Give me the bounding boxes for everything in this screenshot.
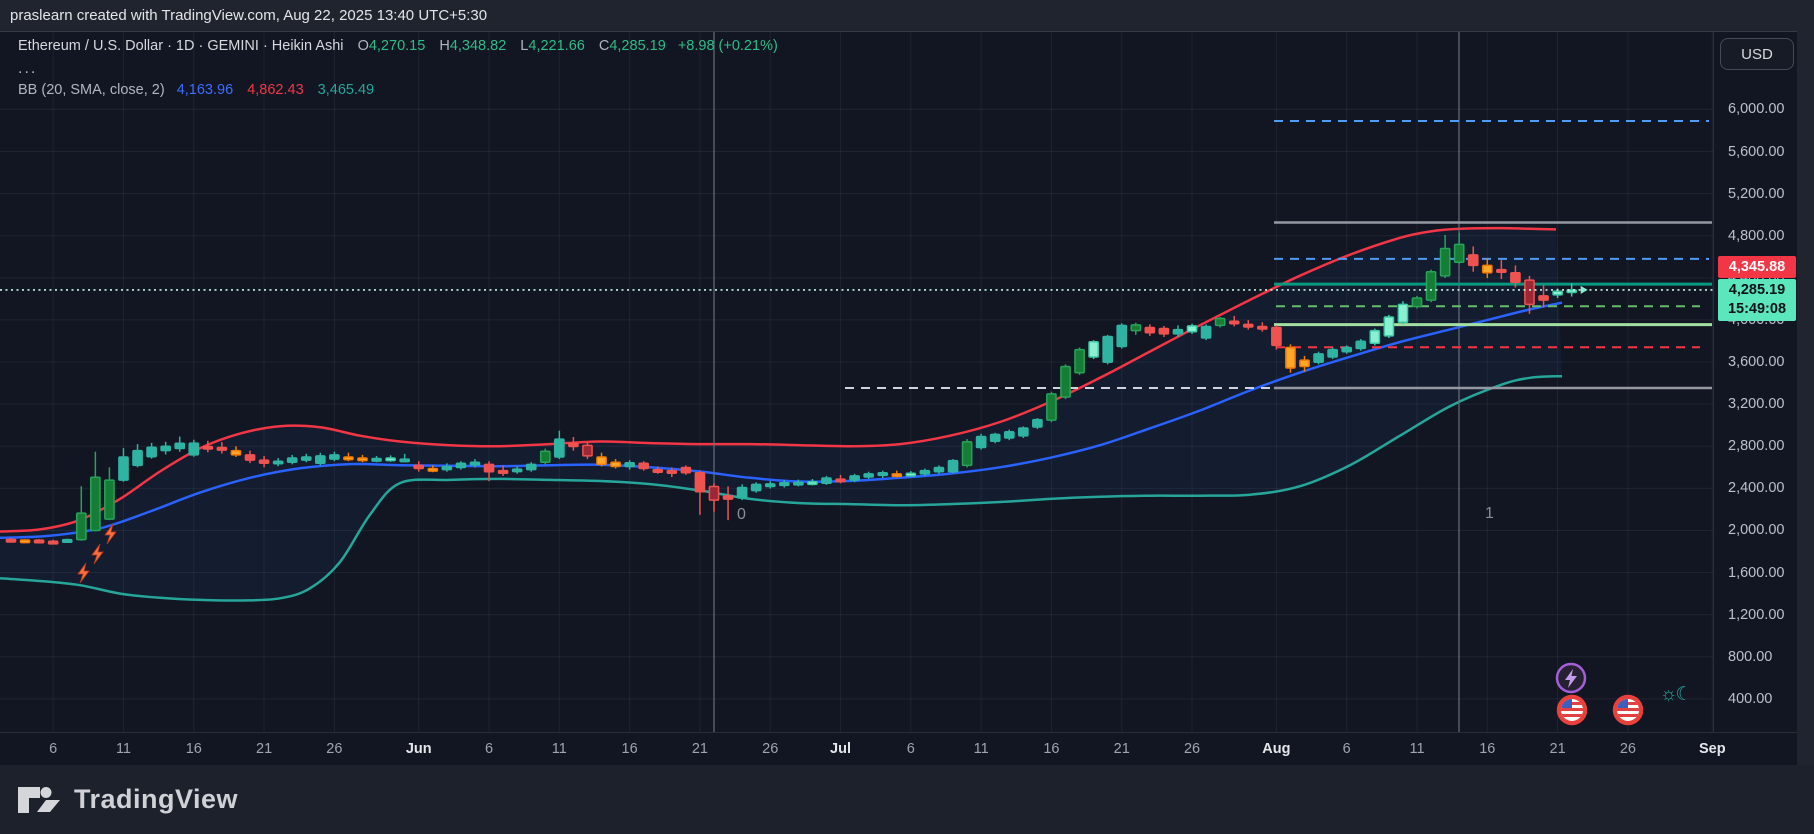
time-tick-label: 21 <box>1549 741 1566 757</box>
credit-text: praslearn created with TradingView.com, … <box>10 7 488 24</box>
price-tick-label: 2,800.00 <box>1728 438 1785 455</box>
low-value: 4,221.66 <box>528 38 585 54</box>
price-tick-label: 3,600.00 <box>1728 354 1785 371</box>
time-tick-label: 11 <box>973 741 989 757</box>
close-label: C <box>598 38 610 54</box>
open-value: 4,270.15 <box>368 38 426 54</box>
high-price-axis-label: 4,345.88 <box>1718 255 1796 278</box>
high-label: H <box>439 38 450 54</box>
bb-legend-row[interactable]: BB (20, SMA, close, 2) 4,163.96 4,862.43… <box>18 82 778 98</box>
close-value: 4,285.19 <box>609 38 666 54</box>
tradingview-wordmark[interactable]: TradingView <box>74 784 239 814</box>
price-tick-label: 400.00 <box>1728 690 1773 707</box>
footer-bar: TradingView <box>0 765 1814 834</box>
price-tick-label: 2,000.00 <box>1728 522 1785 539</box>
time-tick-label: 21 <box>256 741 273 757</box>
time-tick-label: 26 <box>1619 741 1636 757</box>
time-tick-label: 11 <box>1409 741 1425 757</box>
price-tick-label: 5,200.00 <box>1728 185 1785 202</box>
change-value: +8.98 (+0.21%) <box>677 38 778 54</box>
time-tick-month-label: Aug <box>1262 741 1291 757</box>
symbol-title: Ethereum / U.S. Dollar · 1D · GEMINI · H… <box>18 38 344 54</box>
time-tick-label: 26 <box>762 741 779 757</box>
bar-countdown: 15:49:08 <box>1727 300 1787 317</box>
currency-usd-button[interactable]: USD <box>1720 38 1794 70</box>
time-tick-label: 6 <box>49 741 58 757</box>
price-axis[interactable]: USD 6,000.005,600.005,200.004,800.004,40… <box>1713 32 1797 732</box>
time-tick-label: 6 <box>1342 741 1351 757</box>
high-value: 4,348.82 <box>449 38 507 54</box>
low-label: L <box>520 38 529 54</box>
price-tick-label: 3,200.00 <box>1728 396 1785 413</box>
time-tick-label: 16 <box>1479 741 1496 757</box>
symbol-legend-row[interactable]: Ethereum / U.S. Dollar · 1D · GEMINI · H… <box>18 38 778 54</box>
flash-mode-icon[interactable] <box>1554 661 1588 700</box>
price-tick-label: 1,600.00 <box>1728 564 1785 581</box>
time-axis[interactable]: 6 11 16 21 26 Jun 6 11 16 21 26 Jul 6 11 16 21 26 Aug 6 11 1… <box>0 732 1797 766</box>
bb-label: BB (20, SMA, close, 2) <box>18 82 165 98</box>
price-tick-label: 2,400.00 <box>1728 480 1785 497</box>
time-tick-month-label: Jul <box>830 741 852 757</box>
svg-text:0: 0 <box>737 506 746 523</box>
price-tick-label: 1,200.00 <box>1728 606 1785 623</box>
bb-basis-value: 4,163.96 <box>176 82 234 98</box>
price-tick-label: 5,600.00 <box>1728 143 1785 160</box>
price-tick-label: 800.00 <box>1728 648 1773 665</box>
chart-legend: Ethereum / U.S. Dollar · 1D · GEMINI · H… <box>18 38 778 98</box>
us-flag-icon-2[interactable] <box>1612 694 1644 731</box>
bb-upper-value: 4,862.43 <box>247 82 304 98</box>
time-tick-label: 16 <box>1043 741 1060 757</box>
us-flag-icon[interactable] <box>1556 694 1588 731</box>
time-tick-label: 11 <box>115 741 131 757</box>
svg-text:1: 1 <box>1485 505 1494 522</box>
tradingview-logo-icon[interactable] <box>16 781 62 819</box>
price-tick-label: 6,000.00 <box>1728 101 1785 118</box>
bb-lower-value: 3,465.49 <box>317 82 375 98</box>
open-label: O <box>357 38 369 54</box>
time-tick-label: 21 <box>1113 741 1130 757</box>
theme-toggle-icon[interactable]: ☼☾ <box>1660 684 1692 705</box>
time-tick-label: 16 <box>621 741 638 757</box>
collapsed-indicator-row[interactable]: ... <box>18 60 38 77</box>
time-tick-month-label: Jun <box>405 741 432 757</box>
time-tick-month-label: Sep <box>1698 741 1726 757</box>
credit-bar: praslearn created with TradingView.com, … <box>0 0 1814 31</box>
time-tick-label: 6 <box>484 741 494 757</box>
price-tick-label: 4,800.00 <box>1728 227 1785 244</box>
time-tick-label: 21 <box>691 741 709 757</box>
time-tick-label: 11 <box>551 741 567 757</box>
time-tick-label: 26 <box>1183 741 1201 757</box>
last-price-axis-label: 4,285.19 15:49:08 <box>1718 278 1796 321</box>
last-price-value: 4,285.19 <box>1728 281 1786 298</box>
time-tick-label: 26 <box>326 741 343 757</box>
time-tick-label: 6 <box>906 741 915 757</box>
time-tick-label: 16 <box>185 741 202 757</box>
